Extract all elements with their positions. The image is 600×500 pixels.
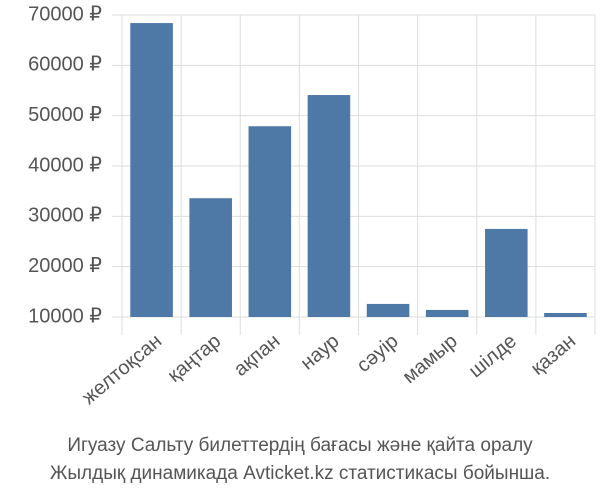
y-tick-label: 50000 ₽: [28, 104, 102, 126]
bar: [248, 126, 292, 317]
y-tick-label: 30000 ₽: [28, 205, 102, 227]
bar: [485, 228, 528, 317]
bar: [307, 95, 351, 317]
bar: [425, 309, 469, 317]
x-tick-label: желтоқсан: [78, 330, 166, 409]
y-tick-label: 10000 ₽: [28, 305, 102, 327]
bar: [366, 303, 410, 317]
bar: [544, 312, 587, 317]
bar: [130, 23, 173, 317]
x-tick-label: наур: [297, 330, 344, 374]
x-tick-label: шілде: [465, 330, 521, 382]
chart-subtitle: Жылдық динамикада Avticket.kz статистика…: [50, 463, 550, 484]
x-tick-label: сәуір: [353, 330, 403, 377]
y-tick-label: 70000 ₽: [28, 3, 102, 25]
x-tick-label: қаңтар: [164, 330, 226, 387]
x-tick-label: мамыр: [399, 330, 462, 388]
x-tick-label: қазан: [527, 330, 580, 380]
chart-title: Игуазу Сальту билеттердің бағасы және қа…: [67, 435, 533, 456]
x-tick-label: ақпан: [230, 330, 285, 381]
bar: [189, 198, 232, 317]
y-tick-label: 60000 ₽: [28, 54, 102, 76]
y-tick-label: 40000 ₽: [28, 154, 102, 176]
y-tick-label: 20000 ₽: [28, 255, 102, 277]
